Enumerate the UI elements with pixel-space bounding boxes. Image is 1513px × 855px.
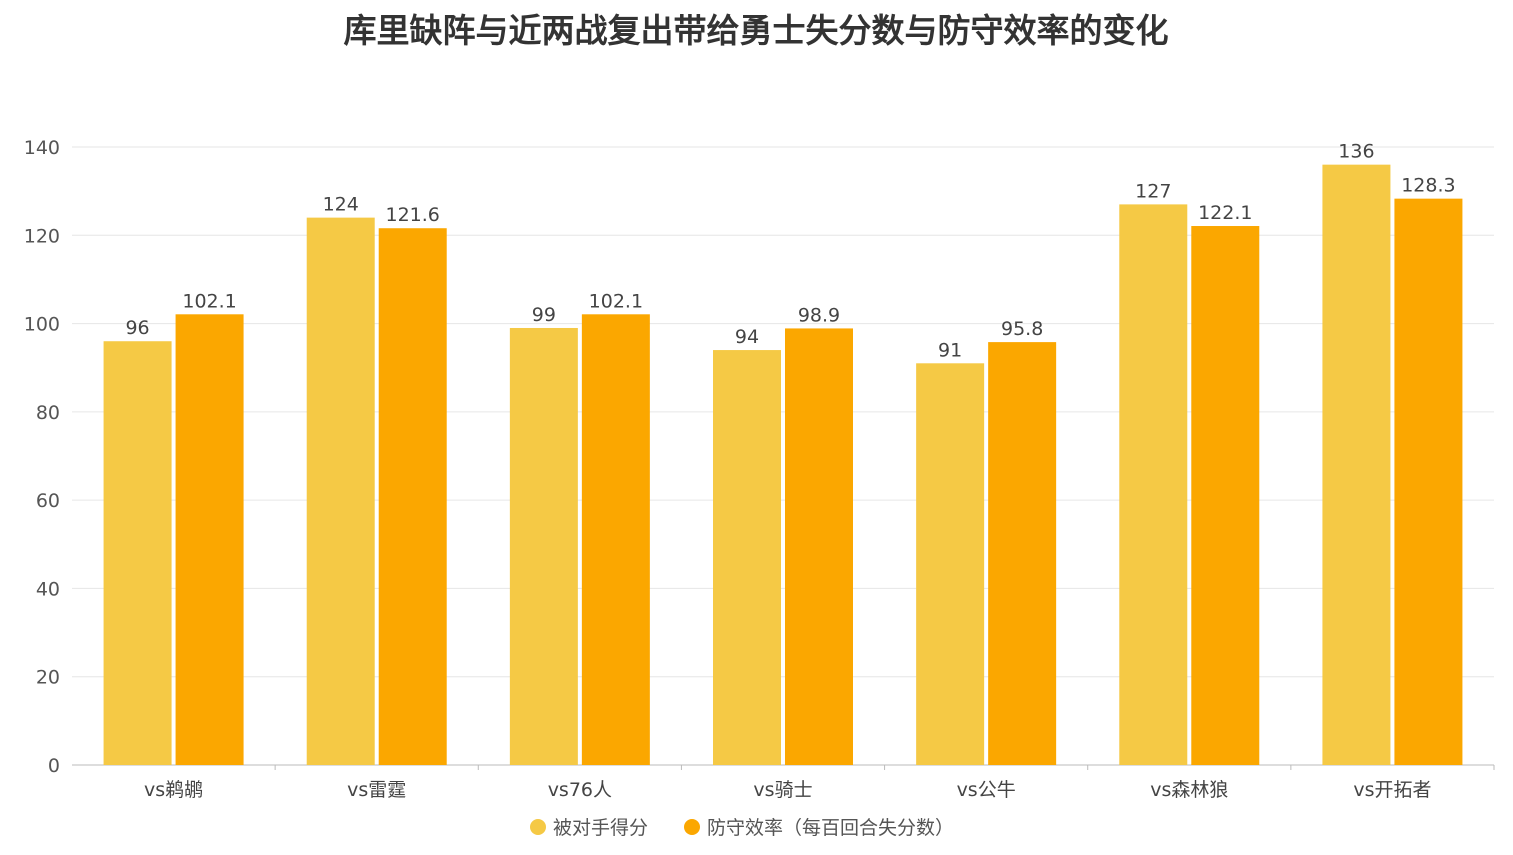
data-label: 121.6 <box>386 204 440 226</box>
x-tick-label: vs76人 <box>548 779 612 801</box>
data-label: 98.9 <box>798 304 840 326</box>
bar-series-1[interactable] <box>175 314 244 765</box>
bar-series-0[interactable] <box>509 327 578 765</box>
bar-series-0[interactable] <box>1119 204 1188 765</box>
y-tick-label: 0 <box>48 755 60 777</box>
x-axis-labels: vs鹈鹕 vs雷霆 vs76人 vs骑士 vs公牛 vs森林狼 vs开拓者 <box>144 765 1495 801</box>
x-tick-label: vs森林狼 <box>1150 779 1228 801</box>
bar-series-1[interactable] <box>1394 198 1463 765</box>
data-label: 94 <box>735 326 759 348</box>
data-label: 91 <box>938 339 962 361</box>
y-tick-label: 60 <box>36 490 60 512</box>
x-tick-label: vs骑士 <box>753 779 812 801</box>
bar-series-0[interactable] <box>306 217 375 766</box>
data-label: 127 <box>1135 180 1171 202</box>
bar-series-0[interactable] <box>103 341 172 765</box>
data-label: 128.3 <box>1401 175 1455 197</box>
bar-series-1[interactable] <box>988 342 1057 765</box>
chart-title: 库里缺阵与近两战复出带给勇士失分数与防守效率的变化 <box>344 11 1169 50</box>
bar-series-1[interactable] <box>378 228 447 766</box>
x-tick-label: vs雷霆 <box>347 779 406 801</box>
bar-series-1[interactable] <box>1191 226 1260 765</box>
data-label: 95.8 <box>1001 318 1043 340</box>
y-tick-label: 40 <box>36 578 60 600</box>
x-tick-label: vs公牛 <box>957 779 1016 801</box>
y-tick-label: 140 <box>24 137 60 159</box>
data-label: 102.1 <box>182 290 236 312</box>
bar-series-1[interactable] <box>785 328 853 765</box>
bar-series-1[interactable] <box>581 314 650 765</box>
bar-series-0[interactable] <box>1322 164 1391 765</box>
bars <box>103 164 1463 766</box>
legend-label-series-1[interactable]: 防守效率（每百回合失分数） <box>707 817 954 839</box>
x-tick-label: vs开拓者 <box>1353 779 1431 801</box>
data-labels: 96 102.1 124 121.6 99 102.1 94 98.9 91 95.8 127 122… <box>125 141 1455 362</box>
data-label: 96 <box>125 317 149 339</box>
data-label: 102.1 <box>589 290 643 312</box>
data-label: 99 <box>532 304 556 326</box>
legend-label-series-0[interactable]: 被对手得分 <box>553 817 648 839</box>
y-tick-label: 100 <box>24 314 60 336</box>
bar-series-0[interactable] <box>713 350 781 765</box>
y-tick-label: 120 <box>24 225 60 247</box>
x-tick-label: vs鹈鹕 <box>144 779 203 801</box>
legend: 被对手得分 防守效率（每百回合失分数） <box>530 817 954 839</box>
legend-marker-series-0 <box>530 819 546 835</box>
data-label: 122.1 <box>1198 202 1252 224</box>
y-tick-label: 20 <box>36 667 60 689</box>
data-label: 124 <box>323 194 359 216</box>
y-tick-label: 80 <box>36 402 60 424</box>
legend-marker-series-1 <box>684 819 700 835</box>
bar-series-0[interactable] <box>916 363 985 765</box>
data-label: 136 <box>1338 141 1374 163</box>
